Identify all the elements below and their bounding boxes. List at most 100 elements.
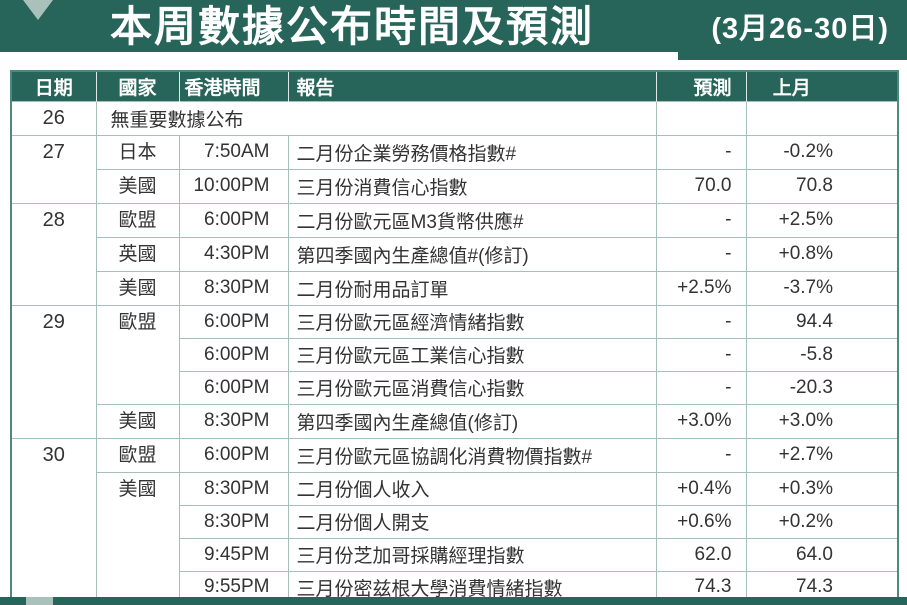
report-cell: 二月份歐元區M3貨幣供應# — [287, 202, 657, 238]
last-month-cell: -20.3 — [745, 370, 899, 405]
report-cell: 第四季國內生產總值#(修訂) — [287, 236, 657, 272]
table-row: 30 歐盟 6:00PM 三月份歐元區協調化消費物價指數# - +2.7% — [10, 437, 899, 605]
forecast-cell: - — [655, 202, 747, 238]
last-month-cell: +3.0% — [745, 403, 899, 439]
last-month-cell: 70.8 — [745, 168, 899, 204]
last-month-cell — [745, 100, 899, 136]
page-title: 本周數據公布時間及預測 — [110, 3, 595, 50]
date-cell: 28 — [10, 202, 97, 306]
forecast-cell: 70.0 — [655, 168, 747, 204]
report-cell: 二月份個人開支 — [287, 504, 657, 539]
time-cell: 6:00PM — [178, 370, 289, 405]
report-cell: 三月份歐元區消費信心指數 — [287, 370, 657, 405]
last-month-cell: +0.2% — [745, 504, 899, 539]
table-row: 美國 8:30PM 二月份耐用品訂單 +2.5% -3.7% — [11, 270, 899, 306]
table-row: 6:00PM 三月份歐元區消費信心指數 - -20.3 — [11, 370, 899, 405]
table-header-row: 日期 國家 香港時間 報告 預測 上月 — [11, 71, 898, 101]
banner-understrip — [678, 52, 907, 60]
report-cell: 二月份耐用品訂單 — [287, 270, 657, 306]
time-cell: 8:30PM — [178, 471, 289, 506]
country-cell: 美國 — [95, 168, 180, 204]
time-cell: 7:50AM — [178, 134, 289, 170]
bottom-band — [0, 597, 907, 605]
time-cell: 6:00PM — [178, 437, 289, 473]
report-cell: 二月份個人收入 — [287, 471, 657, 506]
forecast-cell: - — [655, 337, 747, 372]
report-cell: 三月份歐元區工業信心指數 — [287, 337, 657, 372]
table-row: 26 無重要數據公布 — [10, 100, 899, 136]
forecast-cell: - — [655, 437, 747, 473]
schedule-table: 日期 國家 香港時間 報告 預測 上月 26 無重要數據公布 27 日本 7:50AM 二月份企業勞… — [10, 70, 899, 605]
title-banner: 本周數據公布時間及預測 (3月26-30日) — [0, 0, 907, 52]
date-cell: 27 — [10, 134, 97, 204]
date-cell: 29 — [10, 304, 97, 439]
time-cell: 10:00PM — [178, 168, 289, 204]
table-body: 26 無重要數據公布 27 日本 7:50AM 二月份企業勞務價格指數# - -0.2% 美國 1… — [10, 100, 899, 605]
forecast-cell: +2.5% — [655, 270, 747, 306]
report-cell: 第四季國內生產總值(修訂) — [287, 403, 657, 439]
country-cell: 美國 — [95, 403, 180, 439]
last-month-cell: +0.8% — [745, 236, 899, 272]
last-month-cell: -3.7% — [745, 270, 899, 306]
column-header-forecast: 預測 — [655, 71, 746, 101]
time-cell: 6:00PM — [178, 304, 289, 339]
no-data-note-cell: 無重要數據公布 — [95, 100, 657, 136]
forecast-cell: - — [655, 370, 747, 405]
report-cell: 三月份歐元區經濟情緒指數 — [287, 304, 657, 339]
triangle-decoration-icon — [23, 0, 53, 20]
column-header-time: 香港時間 — [178, 71, 288, 101]
forecast-cell: +0.4% — [655, 471, 747, 506]
last-month-cell: -0.2% — [745, 134, 899, 170]
column-header-country: 國家 — [95, 71, 179, 101]
time-cell: 4:30PM — [178, 236, 289, 272]
date-range: (3月26-30日) — [711, 13, 889, 45]
time-cell: 6:00PM — [178, 337, 289, 372]
last-month-cell: +2.5% — [745, 202, 899, 238]
table-row: 美國 8:30PM 二月份個人收入 +0.4% +0.3% — [11, 471, 899, 605]
country-cell: 歐盟 — [95, 202, 180, 238]
column-header-report: 報告 — [287, 71, 656, 101]
table-row: 美國 10:00PM 三月份消費信心指數 70.0 70.8 — [11, 168, 899, 204]
last-month-cell: 64.0 — [745, 537, 899, 572]
table-row: 6:00PM 三月份歐元區工業信心指數 - -5.8 — [11, 337, 899, 372]
table-row: 9:45PM 三月份芝加哥採購經理指數 62.0 64.0 — [11, 537, 899, 572]
table-row: 29 歐盟 6:00PM 三月份歐元區經濟情緒指數 -94.4 — [10, 304, 899, 439]
report-cell: 三月份歐元區協調化消費物價指數# — [287, 437, 657, 473]
table-row: 8:30PM 二月份個人開支 +0.6% +0.2% — [11, 504, 899, 539]
table-row: 27 日本 7:50AM 二月份企業勞務價格指數# - -0.2% — [10, 134, 899, 204]
last-month-cell: +0.3% — [745, 471, 899, 506]
last-month-cell: +2.7% — [745, 437, 899, 473]
report-cell: 三月份消費信心指數 — [287, 168, 657, 204]
country-cell: 英國 — [95, 236, 180, 272]
country-cell: 美國 — [95, 471, 180, 605]
forecast-cell: - — [655, 304, 747, 339]
date-cell: 30 — [10, 437, 97, 605]
table-row: 英國 4:30PM 第四季國內生產總值#(修訂) - +0.8% — [11, 236, 899, 272]
forecast-cell: - — [655, 236, 747, 272]
report-cell: 二月份企業勞務價格指數# — [287, 134, 657, 170]
time-cell: 8:30PM — [178, 504, 289, 539]
forecast-cell — [655, 100, 747, 136]
table-row: 美國 8:30PM 第四季國內生產總值(修訂) +3.0% +3.0% — [11, 403, 899, 439]
column-header-last: 上月 — [745, 71, 898, 101]
date-cell: 26 — [10, 100, 97, 136]
table-row: 28 歐盟 6:00PM 二月份歐元區M3貨幣供應# - +2.5% — [10, 202, 899, 306]
country-cell: 日本 — [95, 134, 180, 170]
column-header-date: 日期 — [11, 71, 96, 101]
time-cell: 8:30PM — [178, 403, 289, 439]
forecast-cell: 62.0 — [655, 537, 747, 572]
country-cell: 歐盟 — [95, 437, 180, 473]
bottom-square-decoration — [26, 597, 53, 605]
country-cell: 歐盟 — [95, 304, 180, 405]
report-cell: 三月份芝加哥採購經理指數 — [287, 537, 657, 572]
time-cell: 6:00PM — [178, 202, 289, 238]
forecast-cell: +0.6% — [655, 504, 747, 539]
last-month-cell: -5.8 — [745, 337, 899, 372]
last-month-cell: 94.4 — [745, 304, 899, 339]
country-cell: 美國 — [95, 270, 180, 306]
time-cell: 9:45PM — [178, 537, 289, 572]
table-header: 日期 國家 香港時間 報告 預測 上月 — [11, 71, 898, 101]
forecast-cell: +3.0% — [655, 403, 747, 439]
forecast-cell: - — [655, 134, 747, 170]
